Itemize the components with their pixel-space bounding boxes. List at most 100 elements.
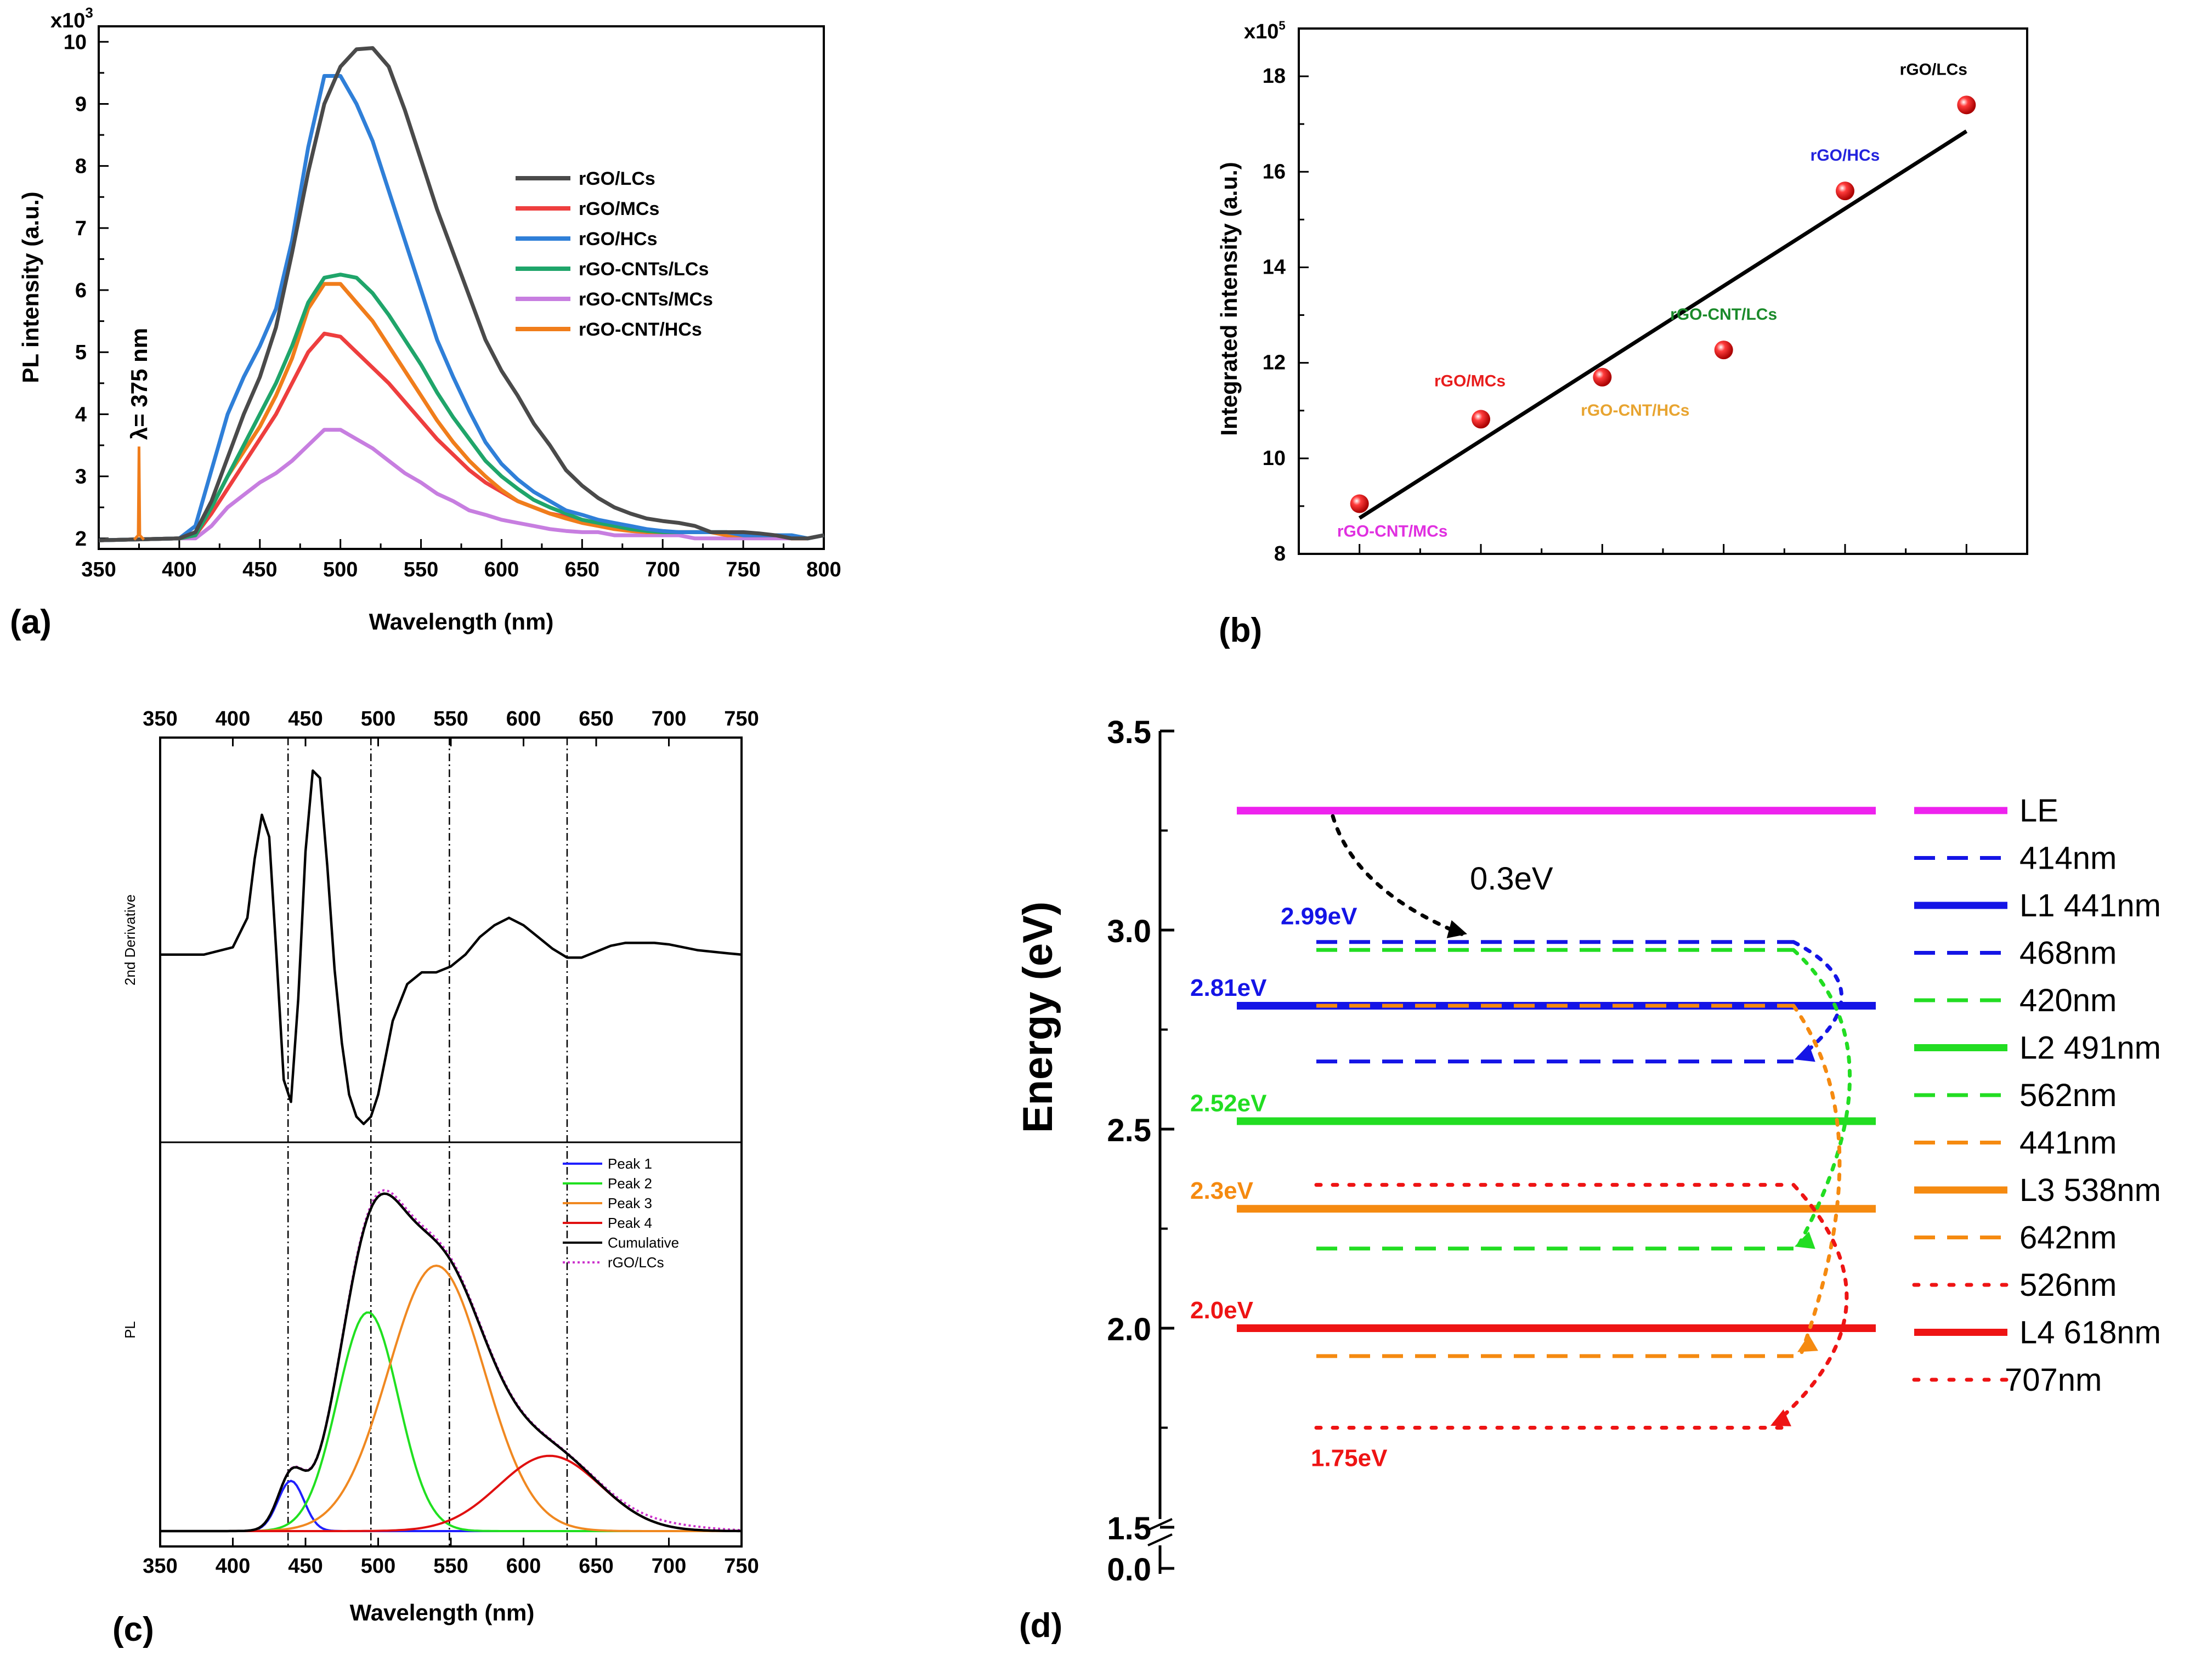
panel-d-ytick-label: 2.5 bbox=[1107, 1113, 1151, 1148]
panel-d-transition-label: 0.3eV bbox=[1470, 861, 1553, 897]
panel-a-xlabel: Wavelength (nm) bbox=[369, 609, 554, 634]
panel-b-ytick-label: 12 bbox=[1263, 352, 1286, 375]
panel-c-xtick-label-top: 600 bbox=[506, 707, 541, 730]
panel-a-legend-label: rGO/MCs bbox=[579, 199, 659, 219]
panel-b-point-label: rGO/MCs bbox=[1434, 372, 1506, 390]
panel-c-xtick-label-top: 650 bbox=[579, 707, 613, 730]
panel-b-ytick-label: 14 bbox=[1263, 256, 1286, 279]
panel-a-series-line bbox=[98, 282, 824, 542]
panel-c-peak-curve bbox=[160, 1264, 742, 1532]
panel-a-y-multiplier-exp: 3 bbox=[85, 4, 93, 21]
panel-c-legend-label: Peak 4 bbox=[608, 1215, 652, 1231]
panel-a-series-line bbox=[98, 74, 824, 542]
panel-b-y-multiplier-exp: 5 bbox=[1278, 19, 1285, 32]
panel-b-ytick-label: 16 bbox=[1263, 160, 1286, 183]
panel-c-xtick-label-top: 350 bbox=[143, 707, 177, 730]
panel-b-label: (b) bbox=[1219, 611, 1262, 649]
panel-d-transition-arrow bbox=[1791, 940, 1844, 1059]
panel-a-legend-label: rGO-CNT/HCs bbox=[579, 319, 702, 340]
panel-c-top-ylabel: 2nd Derivative bbox=[122, 894, 138, 985]
panel-d-legend-label: L3 538nm bbox=[2019, 1172, 2161, 1208]
panel-b-points: rGO-CNT/MCs rGO/MCs rGO-CNT/HCs rGO-CNT/LCs… bbox=[1337, 60, 1976, 541]
panel-b-ytick-label: 18 bbox=[1263, 65, 1286, 88]
panel-a-xtick-label: 450 bbox=[242, 558, 277, 581]
panel-a-ytick-label: 8 bbox=[75, 155, 87, 178]
panel-a-xtick-label: 500 bbox=[323, 558, 358, 581]
panel-c-legend-label: Peak 3 bbox=[608, 1195, 652, 1211]
panel-a-y-multiplier: x103 bbox=[50, 4, 93, 32]
panel-c-xlabel: Wavelength (nm) bbox=[350, 1600, 535, 1625]
panel-c-peak-curve bbox=[160, 1480, 742, 1532]
panel-b-point-label: rGO/HCs bbox=[1811, 146, 1880, 165]
panel-d-energy-label: 2.99eV bbox=[1281, 903, 1357, 930]
panel-b-ticks: 8 10 12 14 16 18 bbox=[1263, 65, 1967, 565]
panel-d-transition-arrow bbox=[1791, 1004, 1842, 1355]
panel-d-label: (d) bbox=[1019, 1607, 1062, 1645]
panel-d-legend: LE 414nm L1 441nm 468nm 420nm L2 491nm 562nm 44… bbox=[1912, 793, 2161, 1398]
panel-b-point bbox=[1714, 341, 1733, 360]
panel-c-xtick-label: 600 bbox=[506, 1555, 541, 1578]
panel-d-ytick-label: 3.0 bbox=[1107, 914, 1151, 949]
panel-b-point-label: rGO/LCs bbox=[1900, 60, 1967, 78]
panel-d-legend-label: 526nm bbox=[2019, 1267, 2117, 1303]
panel-c-vlines bbox=[287, 738, 568, 1546]
panel-b-ylabel: Integrated intensity (a.u.) bbox=[1216, 162, 1242, 435]
panel-b-point bbox=[1350, 494, 1369, 513]
panel-c-xtick-label: 700 bbox=[652, 1555, 686, 1578]
panel-c-xtick-label: 450 bbox=[288, 1555, 323, 1578]
panel-a-legend-label: rGO-CNTs/LCs bbox=[579, 259, 709, 280]
panel-d-legend-label: L1 441nm bbox=[2019, 888, 2161, 923]
panel-b-plot-frame bbox=[1298, 27, 2028, 555]
panel-a-xtick-label: 600 bbox=[484, 558, 519, 581]
panel-c-xtick-label: 550 bbox=[433, 1555, 468, 1578]
panel-c-peak-curve bbox=[160, 1454, 742, 1532]
panel-b-ytick-label: 8 bbox=[1274, 542, 1286, 565]
panel-c-xtick-label: 650 bbox=[579, 1555, 613, 1578]
panel-b-integrated-intensity: 8 10 12 14 16 18 rGO-CNT/MCs rGO/MCs rGO-CNT/HC… bbox=[1216, 19, 2028, 649]
panel-d-energy-label: 2.0eV bbox=[1190, 1297, 1254, 1324]
panel-d-legend-label: 441nm bbox=[2019, 1125, 2117, 1161]
panel-a-xtick-label: 550 bbox=[404, 558, 438, 581]
panel-d-transition-arrow bbox=[1791, 948, 1852, 1247]
panel-a-legend: rGO/LCs rGO/MCs rGO/HCs rGO-CNTs/LCs rGO-CNT… bbox=[516, 168, 713, 340]
panel-c-legend-label: Cumulative bbox=[608, 1234, 679, 1251]
panel-c-legend-label: Peak 2 bbox=[608, 1175, 652, 1192]
panel-a-series-line bbox=[98, 46, 824, 542]
panel-d-ytick-label: 2.0 bbox=[1107, 1312, 1151, 1347]
panel-d-legend-label: L2 491nm bbox=[2019, 1030, 2161, 1066]
panel-c-xtick-label-top: 550 bbox=[433, 707, 468, 730]
panel-b-point-label: rGO-CNT/LCs bbox=[1670, 305, 1777, 324]
panel-d-ytick-label: 3.5 bbox=[1107, 715, 1151, 750]
panel-c-ticks: 350 350 400 400 450 450 500 500 550 550 600 600 650 6… bbox=[143, 707, 759, 1578]
panel-d-ytick-label: 1.5 bbox=[1107, 1511, 1151, 1546]
panel-c-xtick-label: 350 bbox=[143, 1555, 177, 1578]
panel-d-axis-break bbox=[1147, 1518, 1173, 1546]
panel-a-series-line bbox=[98, 428, 824, 542]
panel-a-ytick-label: 2 bbox=[75, 528, 87, 551]
panel-a-series bbox=[98, 46, 824, 542]
panel-c-legend-label: Peak 1 bbox=[608, 1155, 652, 1172]
panel-a-ytick-label: 4 bbox=[75, 403, 87, 426]
panel-d-legend-label: LE bbox=[2019, 793, 2058, 829]
panel-d-arrow-head bbox=[1797, 1334, 1818, 1352]
panel-a-xtick-label: 650 bbox=[565, 558, 599, 581]
panel-d-ytick-zero-label: 0.0 bbox=[1107, 1552, 1151, 1588]
panel-b-point-label: rGO-CNT/HCs bbox=[1581, 401, 1689, 420]
panel-d-arrow-head bbox=[1446, 920, 1467, 938]
panel-d-legend-label: 414nm bbox=[2019, 841, 2117, 876]
panel-a-ytick-label: 3 bbox=[75, 466, 87, 489]
panel-d-arrow-head bbox=[1795, 1231, 1815, 1249]
panel-c-legend: Peak 1 Peak 2 Peak 3 Peak 4 Cumulative rGO/LC… bbox=[563, 1155, 679, 1271]
panel-c-xtick-label: 500 bbox=[361, 1555, 395, 1578]
panel-d-legend-label: 468nm bbox=[2019, 936, 2117, 971]
panel-c-cumulative-curve bbox=[160, 1192, 742, 1533]
panel-a-xtick-label: 350 bbox=[81, 558, 116, 581]
panel-d-legend-label: L4 618nm bbox=[2019, 1315, 2161, 1351]
panel-d-axis: 1.5 2.0 2.5 3.0 3.5 0.0 bbox=[1107, 715, 1174, 1588]
panel-c-bottom-ylabel: PL bbox=[122, 1321, 138, 1339]
panel-c-series bbox=[160, 769, 742, 1533]
panel-a-label: (a) bbox=[10, 603, 52, 641]
panel-b-ytick-label: 10 bbox=[1263, 447, 1286, 470]
panel-d-legend-label: 420nm bbox=[2019, 983, 2117, 1018]
panel-b-fit-line bbox=[1358, 129, 1968, 520]
